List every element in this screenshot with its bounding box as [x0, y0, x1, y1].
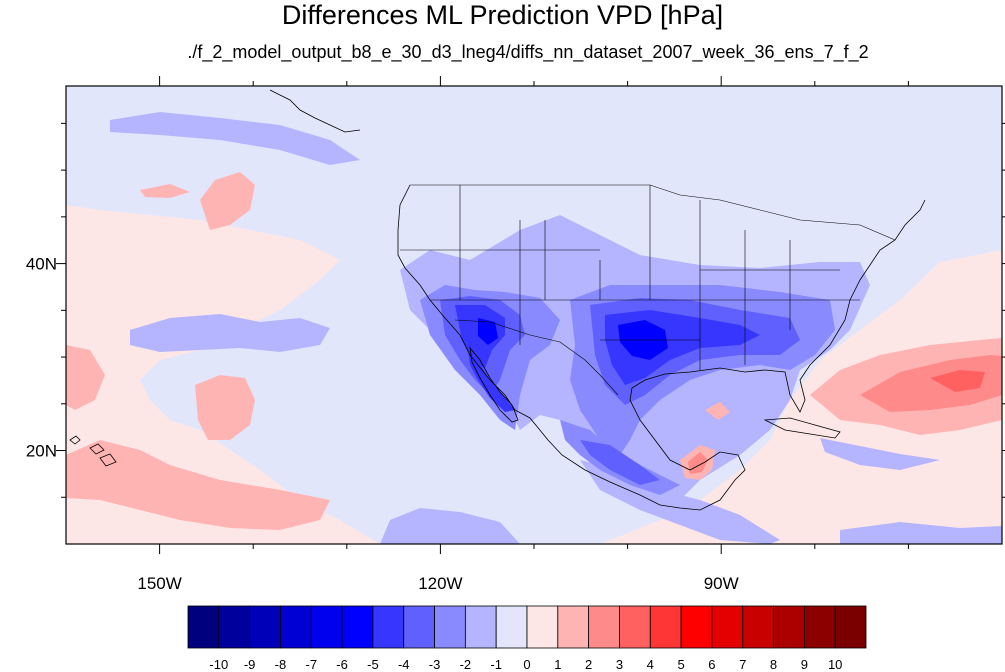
- y-tick-label-20n: 20N: [26, 442, 57, 461]
- colorbar-label-neg4: -4: [398, 657, 410, 672]
- colorbar-box: [803, 605, 836, 649]
- colorbar-box: [773, 605, 805, 649]
- field-blob-pos1-north-pacific-2: [140, 184, 190, 198]
- colorbar-label-neg3: -3: [429, 657, 441, 672]
- field-blob-pos2-atlantic: [860, 355, 1002, 412]
- field-blob-neg2-southeast: [840, 522, 1002, 544]
- colorbar: [187, 605, 867, 649]
- field-blob-neg2-north-pacific: [110, 112, 360, 165]
- colorbar-box: [310, 605, 343, 649]
- field-blob-pos1-hawaii-band: [66, 440, 330, 530]
- colorbar-label-neg6: -6: [336, 657, 348, 672]
- alaska-coastline: [269, 89, 361, 133]
- hawaii-islands: [69, 435, 117, 467]
- colorbar-box: [526, 605, 559, 649]
- colorbar-label-5: 5: [677, 657, 684, 672]
- colorbar-box: [742, 605, 774, 649]
- colorbar-label-4: 4: [647, 657, 654, 672]
- field-blob-pos1-west-edge: [66, 345, 105, 410]
- political-boundaries: [400, 184, 896, 396]
- map-field: [66, 86, 1002, 544]
- colorbar-box: [341, 605, 374, 649]
- colorbar-label-neg7: -7: [305, 657, 317, 672]
- x-tick-label-90w: 90W: [704, 574, 739, 593]
- colorbar-box: [495, 605, 528, 649]
- x-tick-label-150w: 150W: [137, 574, 181, 593]
- field-band-light-negative-2: [66, 86, 500, 160]
- colorbar-label-0: 0: [523, 657, 530, 672]
- colorbar-box: [619, 605, 651, 649]
- colorbar-box: [403, 605, 435, 649]
- colorbar-box: [464, 605, 497, 649]
- y-tick-label-40n: 40N: [26, 255, 57, 274]
- plot-subtitle: ./f_2_model_output_b8_e_30_d3_lneg4/diff…: [187, 42, 869, 62]
- colorbar-box: [434, 605, 466, 649]
- colorbar-label-neg8: -8: [275, 657, 287, 672]
- colorbar-label-3: 3: [616, 657, 623, 672]
- us-canada-border: [410, 184, 896, 241]
- colorbar-label-8: 8: [770, 657, 777, 672]
- field-blob-pos1-mid-pacific: [195, 375, 255, 440]
- colorbar-label-9: 9: [801, 657, 808, 672]
- coastlines: [69, 89, 926, 511]
- colorbar-label-neg9: -9: [244, 657, 256, 672]
- colorbar-label-7: 7: [739, 657, 746, 672]
- north-america-coastline: [397, 184, 926, 511]
- colorbar-label-neg1: -1: [490, 657, 502, 672]
- x-tick-label-120w: 120W: [418, 574, 462, 593]
- field-blob-pos1-north-pacific: [200, 172, 255, 230]
- colorbar-box: [680, 605, 713, 649]
- colorbar-box: [372, 605, 405, 649]
- field-blob-neg2-pacific: [130, 314, 330, 352]
- colorbar-box: [649, 605, 682, 649]
- state-lines: [400, 185, 860, 370]
- colorbar-box: [711, 605, 744, 649]
- colorbar-labels: -10 -9 -8 -7 -6 -5 -4 -3 -2 -1 0 1 2 3 4…: [209, 657, 842, 672]
- colorbar-label-10: 10: [828, 657, 842, 672]
- colorbar-label-neg10: -10: [209, 657, 228, 672]
- colorbar-box: [218, 605, 251, 649]
- field-blob-pos3-atlantic: [930, 370, 985, 392]
- colorbar-label-neg2: -2: [460, 657, 472, 672]
- colorbar-label-1: 1: [554, 657, 561, 672]
- field-blob-neg6-arizona: [478, 318, 498, 345]
- colorbar-box: [249, 605, 281, 649]
- colorbar-box: [834, 605, 867, 649]
- field-blob-neg4-mexico: [580, 440, 660, 485]
- colorbar-label-neg5: -5: [367, 657, 379, 672]
- cuba-coastline: [763, 417, 841, 439]
- field-blob-neg2-south-pacific: [380, 508, 520, 544]
- field-blob-neg5-baja: [468, 350, 515, 412]
- colorbar-label-6: 6: [708, 657, 715, 672]
- colorbar-label-2: 2: [585, 657, 592, 672]
- colorbar-box: [280, 605, 312, 649]
- plot-title: Differences ML Prediction VPD [hPa]: [281, 0, 724, 30]
- baja-coastline: [469, 346, 519, 423]
- field-blob-pos1-gulf: [705, 402, 730, 420]
- colorbar-box: [557, 605, 590, 649]
- us-mexico-border: [454, 319, 619, 396]
- colorbar-box: [187, 605, 220, 649]
- colorbar-box: [588, 605, 620, 649]
- field-blob-neg2-caribbean: [820, 438, 940, 470]
